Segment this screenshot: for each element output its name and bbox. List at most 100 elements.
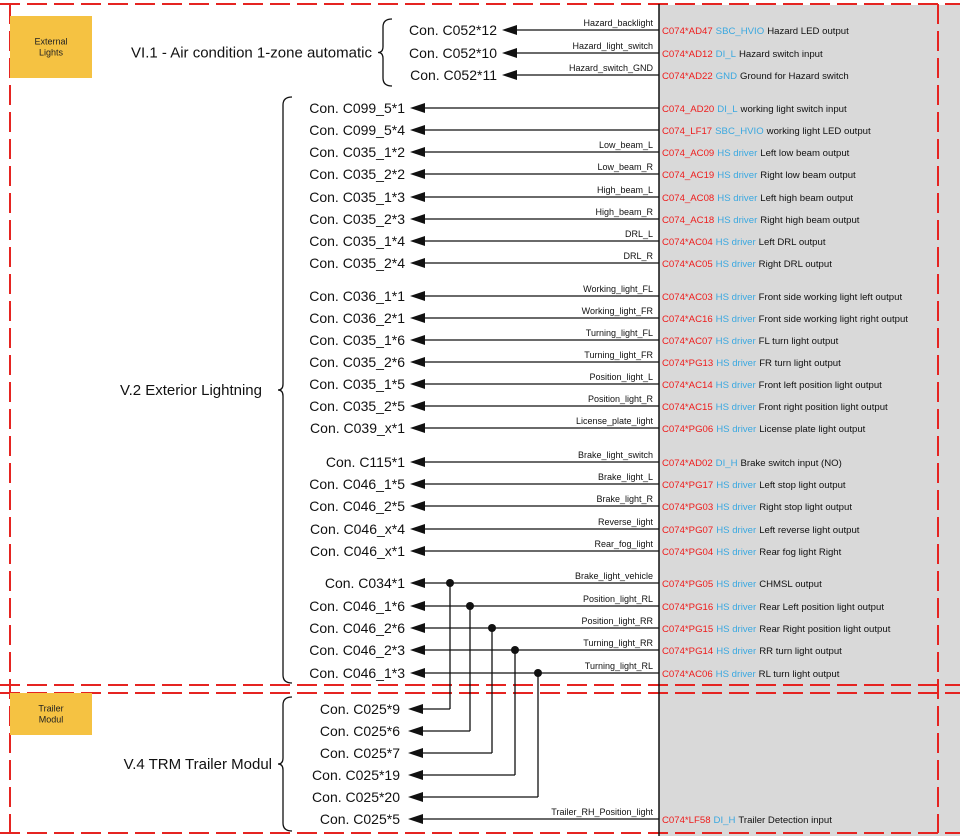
arrow-head bbox=[410, 357, 425, 367]
connector-label: Con. C035_2*4 bbox=[309, 255, 405, 271]
signal-row: Con. C046_1*5 Brake_light_L C074*PG17 HS dr… bbox=[309, 472, 846, 492]
signal-row: Con. C052*11 Hazard_switch_GND C074*AD22 GN… bbox=[410, 63, 849, 83]
pin-type: HS driver bbox=[716, 624, 757, 635]
signal-row: Con. C035_1*5 Position_light_L C074*AC14 HS… bbox=[309, 372, 882, 392]
ecu-pin: C074*AC14 bbox=[662, 380, 713, 391]
pin-description: Right DRL output bbox=[759, 259, 833, 270]
pin-description: Ground for Hazard switch bbox=[740, 71, 849, 82]
ecu-pin: C074*AC07 bbox=[662, 336, 713, 347]
signal-row: Con. C039_x*1 License_plate_light C074*PG0… bbox=[310, 416, 866, 436]
connector-label: Con. C046_1*5 bbox=[309, 476, 405, 492]
signal-name: DRL_R bbox=[623, 251, 653, 261]
signal-name: Turning_light_RR bbox=[583, 638, 653, 648]
arrow-head bbox=[408, 770, 423, 780]
ecu-pin: C074_AC18 bbox=[662, 215, 714, 226]
ecu-pin: C074*PG14 bbox=[662, 646, 714, 657]
pin-description: Front right position light output bbox=[759, 402, 888, 413]
ecu-pin-line: C074*AD47 SBC_HVIO Hazard LED output bbox=[662, 26, 849, 37]
signal-row: Con. C035_2*4 DRL_R C074*AC05 HS driver Righ… bbox=[309, 251, 832, 271]
arrow-head bbox=[410, 192, 425, 202]
pin-type: HS driver bbox=[716, 602, 757, 613]
arrow-head bbox=[410, 501, 425, 511]
connector-label: Con. C052*11 bbox=[410, 67, 497, 83]
pin-description: License plate light output bbox=[759, 424, 865, 435]
arrow-head bbox=[408, 726, 423, 736]
pin-type: HS driver bbox=[716, 237, 757, 248]
ecu-pin: C074*AD12 bbox=[662, 49, 713, 60]
ecu-pin-line: C074*AC16 HS driver Front side working lig… bbox=[662, 314, 908, 325]
pin-description: FL turn light output bbox=[759, 336, 839, 347]
connector-label: Con. C046_2*6 bbox=[309, 620, 405, 636]
arrow-head bbox=[410, 645, 425, 655]
ecu-pin-line: C074*PG05 HS driver CHMSL output bbox=[662, 579, 822, 590]
pin-type: HS driver bbox=[716, 336, 757, 347]
signal-row: Con. C046_2*3 Turning_light_RR C074*PG14 HS… bbox=[309, 638, 842, 658]
pin-description: Hazard switch input bbox=[739, 49, 823, 60]
pin-description: Left DRL output bbox=[759, 237, 826, 248]
pin-type: HS driver bbox=[717, 148, 758, 159]
ecu-pin-line: C074*LF58 DI_H Trailer Detection input bbox=[662, 815, 832, 826]
pin-type: SBC_HVIO bbox=[715, 126, 764, 137]
ecu-pin: C074*AC15 bbox=[662, 402, 713, 413]
connector-label: Con. C034*1 bbox=[325, 575, 405, 591]
signal-row: Con. C099_5*1 C074_AD20 DI_L working light … bbox=[309, 100, 847, 116]
ecu-pin-line: C074*AC05 HS driver Right DRL output bbox=[662, 259, 832, 270]
connector-label: Con. C035_1*5 bbox=[309, 376, 405, 392]
ecu-pin: C074*LF58 bbox=[662, 815, 711, 826]
ecu-pin-line: C074*AC07 HS driver FL turn light output bbox=[662, 336, 839, 347]
ecu-pin-line: C074*PG16 HS driver Rear Left position lig… bbox=[662, 602, 884, 613]
ecu-pin-line: C074_AC18 HS driver Right high beam output bbox=[662, 215, 860, 226]
ecu-pin: C074*PG16 bbox=[662, 602, 713, 613]
connector-label: Con. C052*12 bbox=[409, 22, 497, 38]
signal-row: Con. C046_2*5 Brake_light_R C074*PG03 HS dr… bbox=[309, 494, 852, 514]
ecu-pin-line: C074*AD22 GND Ground for Hazard switch bbox=[662, 71, 849, 82]
pin-description: Rear Left position light output bbox=[759, 602, 884, 613]
ecu-pin: C074*AD02 bbox=[662, 458, 713, 469]
pin-type: HS driver bbox=[716, 525, 757, 536]
ecu-pin-line: C074*PG06 HS driver License plate light ou… bbox=[662, 424, 866, 435]
arrow-head bbox=[410, 147, 425, 157]
signal-name: Hazard_switch_GND bbox=[569, 63, 654, 73]
ecu-pin: C074_AC09 bbox=[662, 148, 714, 159]
pin-description: Left stop light output bbox=[759, 480, 846, 491]
connector-label: Con. C035_1*6 bbox=[309, 332, 405, 348]
connector-label: Con. C046_1*6 bbox=[309, 598, 405, 614]
signal-name: Working_light_FR bbox=[582, 306, 654, 316]
ecu-pin: C074*PG07 bbox=[662, 525, 713, 536]
arrow-head bbox=[410, 313, 425, 323]
ecu-pin: C074_AD20 bbox=[662, 104, 714, 115]
signal-row: Con. C035_2*6 Turning_light_FR C074*PG13 HS… bbox=[309, 350, 841, 370]
signal-row: Con. C035_1*6 Turning_light_FL C074*AC07 HS… bbox=[309, 328, 838, 348]
connector-label: Con. C046_2*3 bbox=[309, 642, 405, 658]
arrow-head bbox=[410, 401, 425, 411]
connector-label: Con. C035_2*5 bbox=[309, 398, 405, 414]
pin-type: GND bbox=[716, 71, 737, 82]
pin-type: HS driver bbox=[717, 215, 758, 226]
connector-label: Con. C025*20 bbox=[312, 789, 400, 805]
connector-label: Con. C035_2*6 bbox=[309, 354, 405, 370]
signal-name: Turning_light_FR bbox=[584, 350, 653, 360]
ecu-pin: C074_AC08 bbox=[662, 193, 714, 204]
pin-description: Trailer Detection input bbox=[738, 815, 832, 826]
pin-type: HS driver bbox=[716, 547, 757, 558]
ecu-pin-line: C074*AD12 DI_L Hazard switch input bbox=[662, 49, 823, 60]
ecu-pin: C074*AC06 bbox=[662, 669, 713, 680]
ecu-pin: C074*PG06 bbox=[662, 424, 713, 435]
connector-label: Con. C035_1*4 bbox=[309, 233, 405, 249]
connector-label: Con. C035_2*3 bbox=[309, 211, 405, 227]
pin-type: HS driver bbox=[716, 259, 757, 270]
arrow-head bbox=[410, 623, 425, 633]
signal-name: Brake_light_switch bbox=[578, 450, 653, 460]
ecu-pin: C074*AC04 bbox=[662, 237, 713, 248]
pin-type: HS driver bbox=[716, 402, 757, 413]
ecu-pin-line: C074*AC15 HS driver Front right position l… bbox=[662, 402, 888, 413]
pin-description: Left reverse light output bbox=[759, 525, 860, 536]
signal-name: Position_light_RR bbox=[581, 616, 653, 626]
signal-row: Con. C035_2*5 Position_light_R C074*AC15 HS… bbox=[309, 394, 888, 414]
arrow-head bbox=[410, 125, 425, 135]
ecu-pin: C074*PG04 bbox=[662, 547, 714, 558]
pin-type: HS driver bbox=[716, 314, 757, 325]
group-label: V.2 Exterior Lightning bbox=[120, 382, 262, 399]
